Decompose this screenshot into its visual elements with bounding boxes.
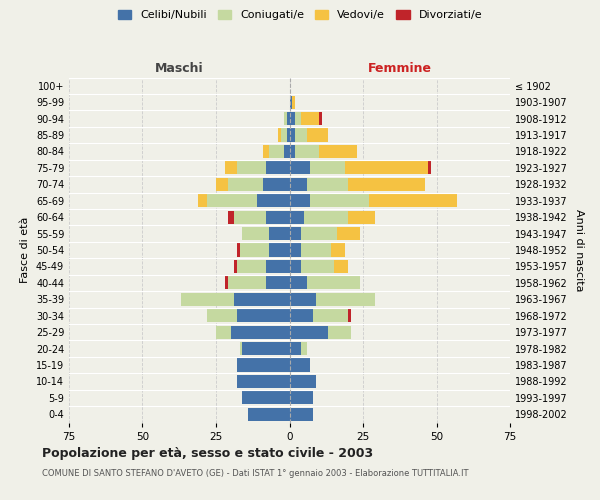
- Bar: [225, 276, 228, 289]
- Bar: [290, 227, 301, 240]
- Bar: [290, 96, 292, 108]
- Bar: [228, 210, 233, 224]
- Bar: [248, 408, 290, 421]
- Bar: [307, 128, 328, 141]
- Bar: [236, 244, 239, 256]
- Bar: [284, 112, 287, 125]
- Bar: [266, 162, 290, 174]
- Bar: [242, 342, 290, 355]
- Bar: [266, 210, 290, 224]
- Bar: [290, 326, 328, 338]
- Bar: [290, 244, 301, 256]
- Bar: [216, 178, 228, 191]
- Bar: [346, 162, 428, 174]
- Bar: [181, 292, 233, 306]
- Text: Popolazione per età, sesso e stato civile - 2003: Popolazione per età, sesso e stato civil…: [42, 448, 373, 460]
- Bar: [290, 194, 310, 207]
- Bar: [304, 210, 348, 224]
- Bar: [290, 408, 313, 421]
- Bar: [233, 292, 290, 306]
- Bar: [236, 375, 290, 388]
- Bar: [295, 128, 307, 141]
- Bar: [278, 128, 281, 141]
- Bar: [236, 309, 290, 322]
- Bar: [263, 145, 269, 158]
- Bar: [301, 227, 337, 240]
- Bar: [233, 260, 236, 273]
- Bar: [328, 326, 351, 338]
- Bar: [307, 276, 360, 289]
- Bar: [199, 194, 207, 207]
- Bar: [216, 326, 230, 338]
- Bar: [369, 194, 457, 207]
- Bar: [334, 260, 348, 273]
- Bar: [266, 260, 290, 273]
- Bar: [348, 210, 375, 224]
- Bar: [236, 162, 266, 174]
- Bar: [310, 194, 369, 207]
- Bar: [281, 128, 287, 141]
- Bar: [228, 178, 263, 191]
- Bar: [236, 260, 266, 273]
- Bar: [290, 309, 313, 322]
- Bar: [287, 128, 290, 141]
- Bar: [228, 276, 266, 289]
- Bar: [331, 244, 346, 256]
- Bar: [295, 112, 301, 125]
- Bar: [290, 145, 295, 158]
- Bar: [319, 145, 357, 158]
- Bar: [301, 342, 307, 355]
- Bar: [337, 227, 360, 240]
- Bar: [313, 309, 348, 322]
- Y-axis label: Anni di nascita: Anni di nascita: [574, 208, 584, 291]
- Bar: [290, 162, 310, 174]
- Bar: [290, 276, 307, 289]
- Bar: [269, 227, 290, 240]
- Bar: [290, 210, 304, 224]
- Bar: [316, 292, 375, 306]
- Bar: [301, 112, 319, 125]
- Bar: [230, 326, 290, 338]
- Bar: [207, 194, 257, 207]
- Bar: [310, 162, 346, 174]
- Bar: [242, 227, 269, 240]
- Bar: [295, 145, 319, 158]
- Bar: [233, 210, 266, 224]
- Bar: [257, 194, 290, 207]
- Bar: [290, 292, 316, 306]
- Text: COMUNE DI SANTO STEFANO D'AVETO (GE) - Dati ISTAT 1° gennaio 2003 - Elaborazione: COMUNE DI SANTO STEFANO D'AVETO (GE) - D…: [42, 469, 469, 478]
- Bar: [290, 178, 307, 191]
- Bar: [290, 112, 295, 125]
- Bar: [287, 112, 290, 125]
- Bar: [269, 145, 284, 158]
- Bar: [301, 260, 334, 273]
- Bar: [236, 358, 290, 372]
- Bar: [290, 358, 310, 372]
- Y-axis label: Fasce di età: Fasce di età: [20, 217, 30, 283]
- Bar: [239, 244, 269, 256]
- Bar: [263, 178, 290, 191]
- Bar: [319, 112, 322, 125]
- Bar: [428, 162, 431, 174]
- Legend: Celibi/Nubili, Coniugati/e, Vedovi/e, Divorziati/e: Celibi/Nubili, Coniugati/e, Vedovi/e, Di…: [113, 6, 487, 25]
- Bar: [239, 342, 242, 355]
- Bar: [269, 244, 290, 256]
- Bar: [290, 375, 316, 388]
- Bar: [242, 392, 290, 404]
- Bar: [290, 260, 301, 273]
- Bar: [348, 178, 425, 191]
- Bar: [290, 128, 295, 141]
- Bar: [301, 244, 331, 256]
- Bar: [225, 162, 236, 174]
- Text: Femmine: Femmine: [368, 62, 432, 75]
- Bar: [290, 392, 313, 404]
- Bar: [292, 96, 295, 108]
- Bar: [207, 309, 236, 322]
- Bar: [266, 276, 290, 289]
- Bar: [307, 178, 348, 191]
- Bar: [348, 309, 351, 322]
- Text: Maschi: Maschi: [155, 62, 203, 75]
- Bar: [284, 145, 290, 158]
- Bar: [290, 342, 301, 355]
